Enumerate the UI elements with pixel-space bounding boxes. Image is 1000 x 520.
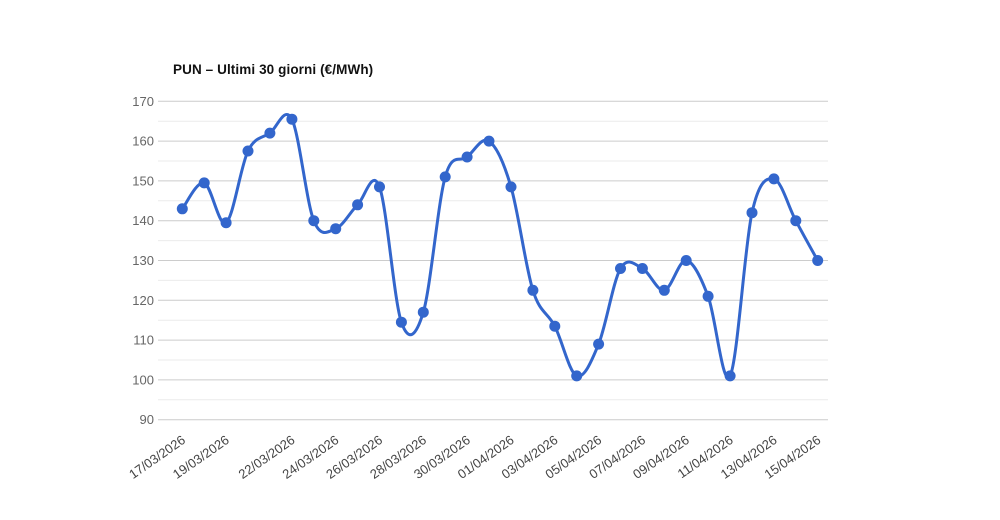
data-point-marker[interactable] — [812, 255, 824, 266]
data-point-marker[interactable] — [374, 181, 385, 193]
y-axis-tick-label: 90 — [140, 412, 154, 427]
y-axis-tick-label: 150 — [132, 173, 154, 188]
data-point-marker[interactable] — [636, 263, 648, 274]
data-point-marker[interactable] — [242, 145, 254, 157]
data-point-marker[interactable] — [615, 263, 626, 274]
data-point-marker[interactable] — [680, 255, 692, 266]
y-axis-tick-label: 110 — [133, 333, 154, 348]
y-axis-tick-label: 160 — [132, 134, 154, 149]
y-axis-tick-label: 120 — [132, 293, 154, 308]
data-point-marker[interactable] — [264, 127, 276, 139]
y-axis-tick-label: 130 — [132, 253, 154, 268]
data-point-marker[interactable] — [330, 223, 342, 235]
data-point-marker[interactable] — [768, 173, 780, 185]
data-point-marker[interactable] — [483, 135, 495, 147]
data-point-marker[interactable] — [724, 370, 736, 382]
data-point-marker[interactable] — [220, 217, 232, 229]
data-point-marker[interactable] — [571, 370, 583, 382]
y-axis-tick-label: 170 — [132, 94, 154, 109]
y-axis-tick-label: 100 — [132, 372, 154, 387]
data-point-marker[interactable] — [352, 199, 364, 211]
chart-title: PUN – Ultimi 30 giorni (€/MWh) — [173, 62, 374, 77]
data-point-marker[interactable] — [505, 181, 517, 193]
data-point-marker[interactable] — [746, 207, 758, 219]
data-point-marker[interactable] — [702, 290, 714, 302]
data-point-marker[interactable] — [286, 113, 298, 125]
data-point-marker[interactable] — [395, 316, 407, 328]
data-point-marker[interactable] — [198, 177, 210, 189]
data-point-marker[interactable] — [461, 151, 473, 163]
data-point-marker[interactable] — [527, 284, 539, 296]
data-point-marker[interactable] — [176, 203, 188, 215]
data-point-marker[interactable] — [658, 284, 670, 296]
y-axis-tick-label: 140 — [132, 213, 154, 228]
series-line — [180, 112, 820, 380]
data-point-marker[interactable] — [593, 338, 605, 350]
data-point-marker[interactable] — [417, 306, 429, 318]
data-point-marker[interactable] — [439, 171, 451, 183]
data-point-marker[interactable] — [790, 215, 802, 227]
data-point-marker[interactable] — [549, 320, 561, 332]
data-point-marker[interactable] — [308, 215, 320, 227]
